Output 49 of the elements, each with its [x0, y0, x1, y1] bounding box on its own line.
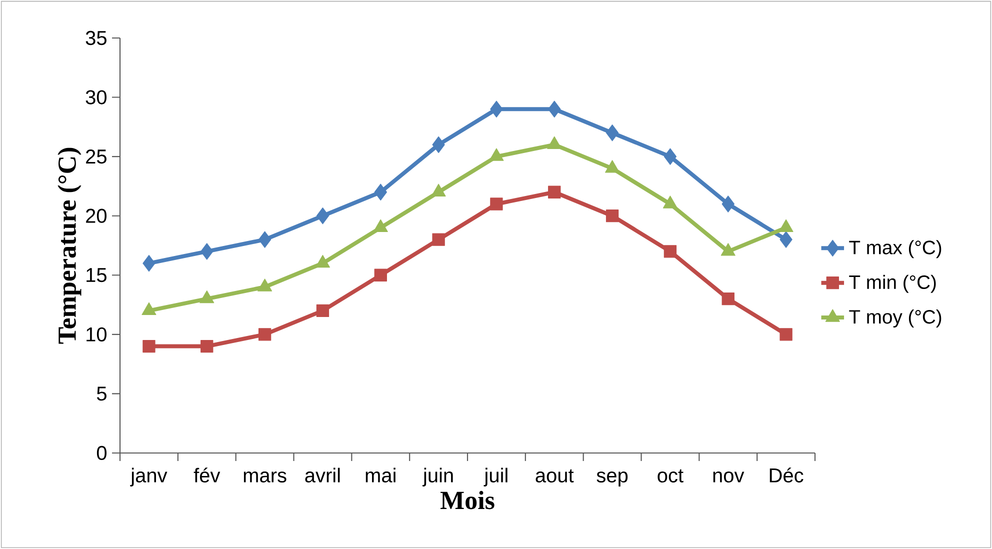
- point: [664, 148, 677, 165]
- point: [316, 208, 330, 224]
- y-tick-label: 5: [96, 386, 106, 401]
- y-tick-label: 20: [86, 208, 107, 223]
- point: [548, 186, 561, 198]
- y-tick-label: 15: [86, 268, 106, 282]
- point: [548, 100, 561, 118]
- point: [258, 328, 272, 341]
- x-tick-label: juin: [422, 468, 453, 486]
- legend-label: T min (°C): [849, 274, 936, 293]
- point: [490, 198, 503, 210]
- x-tick-label: mai: [366, 468, 396, 482]
- x-tick-label: janv: [130, 468, 168, 486]
- point: [142, 340, 156, 353]
- point: [316, 304, 330, 318]
- point: [722, 292, 734, 306]
- point: [200, 243, 214, 260]
- x-tick-label: mars: [244, 472, 286, 482]
- point: [606, 210, 619, 222]
- point: [780, 231, 792, 248]
- point: [664, 245, 677, 258]
- point: [432, 233, 445, 246]
- x-tick-label: juil: [484, 468, 508, 486]
- legend-label: T moy (°C): [849, 310, 942, 328]
- point: [432, 136, 445, 154]
- y-tick-label: 10: [86, 327, 107, 342]
- y-tick-label: 30: [86, 90, 107, 104]
- legend-label: T max (°C): [849, 240, 942, 258]
- x-tick-label: aout: [536, 469, 574, 482]
- x-tick-label: sep: [596, 472, 628, 486]
- point: [200, 340, 214, 353]
- point: [142, 254, 156, 272]
- point: [722, 196, 734, 212]
- x-axis-title: Mois: [440, 490, 494, 510]
- y-tick-label: 35: [86, 30, 106, 46]
- y-tick-label: 25: [86, 149, 106, 164]
- point: [606, 124, 619, 142]
- x-tick-label: oct: [658, 469, 684, 482]
- y-tick-label: 0: [96, 446, 107, 460]
- point: [374, 184, 387, 200]
- x-tick-label: avril: [305, 468, 340, 482]
- x-tick-label: fév: [194, 468, 220, 482]
- x-tick-label: nov: [713, 472, 744, 482]
- point: [490, 100, 503, 118]
- point: [780, 328, 792, 341]
- y-axis-title: Temperature (°C): [58, 148, 82, 344]
- point: [374, 268, 387, 282]
- x-tick-label: Déc: [770, 468, 804, 482]
- point: [258, 231, 272, 248]
